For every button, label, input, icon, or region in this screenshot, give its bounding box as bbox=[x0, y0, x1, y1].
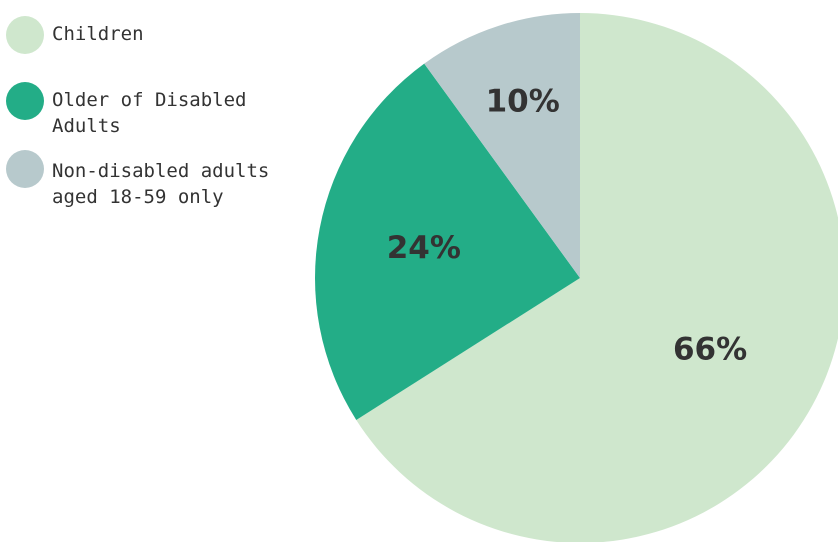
legend-label-children: Children bbox=[52, 23, 144, 45]
slice-label-children: 66% bbox=[673, 331, 747, 367]
legend-swatch-older-disabled-adults bbox=[6, 82, 44, 120]
pie-slice-older-disabled-adults bbox=[315, 63, 580, 420]
legend-swatch-non-disabled-adults bbox=[6, 150, 44, 188]
legend-swatch-children bbox=[6, 16, 44, 54]
legend-item-children: Children bbox=[6, 16, 144, 54]
legend-item-non-disabled-adults: Non-disabled adults aged 18-59 only bbox=[6, 150, 269, 210]
pie-slice-non-disabled-adults bbox=[424, 13, 580, 278]
slice-label-non-disabled-adults: 10% bbox=[486, 84, 560, 120]
slice-label-older-disabled-adults: 24% bbox=[387, 230, 461, 266]
legend-label-non-disabled-adults: Non-disabled adults aged 18-59 only bbox=[52, 160, 270, 208]
pie-slice-children bbox=[356, 13, 838, 542]
legend-item-older-disabled-adults: Older of Disabled Adults bbox=[6, 82, 326, 139]
legend-label-older-disabled-adults: Older of Disabled Adults bbox=[52, 89, 247, 137]
